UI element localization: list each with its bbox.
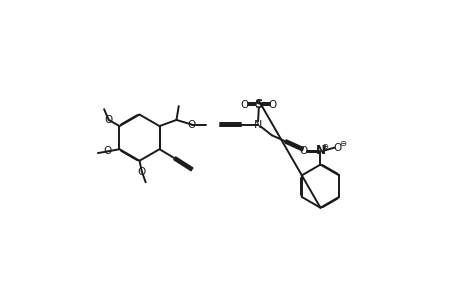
Text: O: O	[137, 167, 146, 176]
Text: N: N	[253, 119, 262, 130]
Text: O: O	[268, 100, 276, 110]
Text: S: S	[254, 98, 263, 111]
Text: O: O	[332, 143, 341, 153]
Text: N: N	[315, 144, 325, 157]
Text: O: O	[104, 115, 112, 125]
Text: ⊖: ⊖	[339, 139, 346, 148]
Text: ⊕: ⊕	[320, 142, 327, 152]
Text: O: O	[187, 119, 196, 130]
Text: O: O	[299, 146, 307, 156]
Text: O: O	[241, 100, 249, 110]
Text: O: O	[103, 146, 111, 157]
